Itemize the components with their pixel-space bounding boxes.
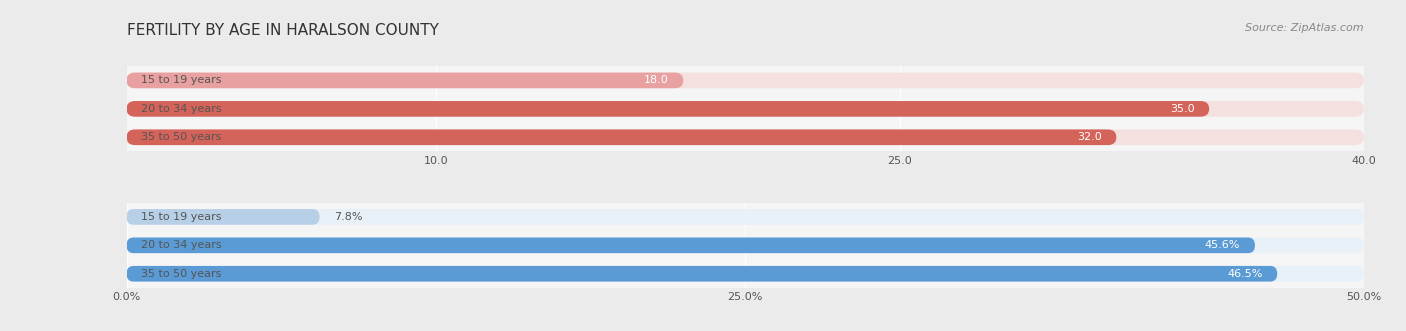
FancyBboxPatch shape bbox=[127, 209, 1364, 225]
Text: 20 to 34 years: 20 to 34 years bbox=[142, 240, 222, 250]
Text: 35 to 50 years: 35 to 50 years bbox=[142, 132, 222, 142]
Text: 32.0: 32.0 bbox=[1077, 132, 1101, 142]
Text: 20 to 34 years: 20 to 34 years bbox=[142, 104, 222, 114]
FancyBboxPatch shape bbox=[127, 72, 683, 88]
FancyBboxPatch shape bbox=[127, 129, 1364, 145]
FancyBboxPatch shape bbox=[127, 129, 1116, 145]
FancyBboxPatch shape bbox=[127, 238, 1256, 253]
Text: 7.8%: 7.8% bbox=[335, 212, 363, 222]
Text: 18.0: 18.0 bbox=[644, 75, 668, 85]
FancyBboxPatch shape bbox=[127, 209, 319, 225]
FancyBboxPatch shape bbox=[127, 238, 1364, 253]
FancyBboxPatch shape bbox=[127, 101, 1209, 117]
Text: FERTILITY BY AGE IN HARALSON COUNTY: FERTILITY BY AGE IN HARALSON COUNTY bbox=[127, 23, 439, 38]
FancyBboxPatch shape bbox=[127, 266, 1277, 282]
Text: 35 to 50 years: 35 to 50 years bbox=[142, 269, 222, 279]
Text: 45.6%: 45.6% bbox=[1205, 240, 1240, 250]
Text: 15 to 19 years: 15 to 19 years bbox=[142, 75, 222, 85]
FancyBboxPatch shape bbox=[127, 101, 1364, 117]
FancyBboxPatch shape bbox=[127, 266, 1364, 282]
Text: 46.5%: 46.5% bbox=[1227, 269, 1263, 279]
Text: Source: ZipAtlas.com: Source: ZipAtlas.com bbox=[1246, 23, 1364, 33]
Text: 35.0: 35.0 bbox=[1170, 104, 1194, 114]
FancyBboxPatch shape bbox=[127, 72, 1364, 88]
Text: 15 to 19 years: 15 to 19 years bbox=[142, 212, 222, 222]
